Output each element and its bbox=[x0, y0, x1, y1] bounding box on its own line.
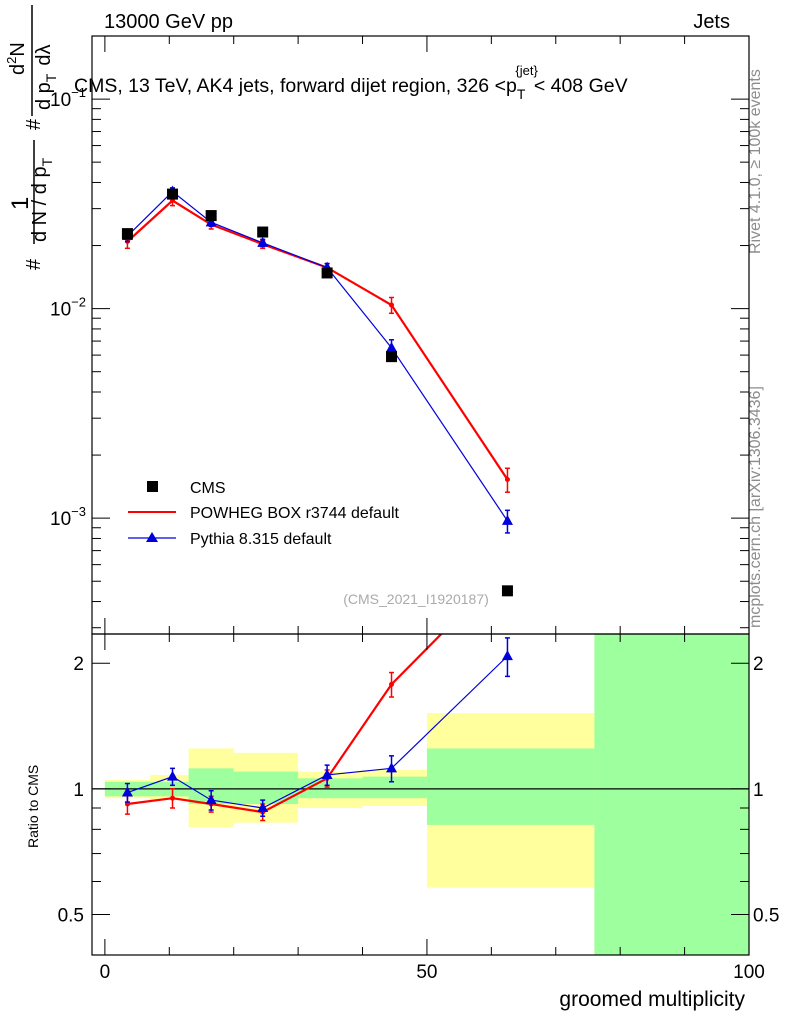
powheg-ratio-point bbox=[389, 681, 395, 687]
legend-cms-label: CMS bbox=[190, 480, 226, 497]
cms-data-point bbox=[205, 210, 217, 222]
ratio-ytick-label-right: 2 bbox=[753, 654, 764, 675]
ratio-ytick-label-right: 0.5 bbox=[753, 906, 779, 927]
main-ylabel: # 1 d N / d pT # d2N d pTdλ bbox=[4, 5, 59, 270]
rivet-label: Rivet 4.1.0, ≥ 100k events bbox=[747, 69, 764, 254]
pythia-point bbox=[501, 514, 513, 525]
x-axis-label: groomed multiplicity bbox=[559, 988, 745, 1011]
legend: CMS POWHEG BOX r3744 default Pythia 8.31… bbox=[128, 480, 400, 548]
pythia-ratio-point bbox=[386, 762, 398, 773]
ylabel-num-den: d pTdλ bbox=[33, 45, 59, 111]
analysis-watermark: (CMS_2021_I1920187) bbox=[343, 591, 489, 607]
pythia-line bbox=[127, 190, 508, 522]
powheg-ratio-point bbox=[170, 795, 176, 801]
ratio-ytick-label-left: 1 bbox=[73, 780, 84, 801]
title-p: p bbox=[506, 75, 517, 97]
axes-frames: 10−1 10−2 10−3 0.5 0.5 1 1 2 2 0 50 100 bbox=[50, 35, 779, 983]
stat-uncertainty-band bbox=[426, 748, 595, 825]
cms-data-point bbox=[386, 351, 398, 363]
title-main: CMS, 13 TeV, AK4 jets, forward dijet reg… bbox=[74, 75, 506, 97]
title-sup: {jet} bbox=[515, 63, 538, 78]
ratio-ytick-label-right: 1 bbox=[753, 780, 764, 801]
powheg-ratio-point bbox=[505, 565, 510, 570]
pythia-point bbox=[386, 341, 398, 352]
pythia-ratio-point bbox=[501, 650, 513, 661]
plot-title: CMS, 13 TeV, AK4 jets, forward dijet reg… bbox=[74, 63, 628, 102]
ratio-ytick-label-left: 2 bbox=[73, 654, 84, 675]
powheg-point bbox=[389, 302, 395, 308]
pythia-ratio-point bbox=[121, 786, 133, 797]
powheg-line bbox=[126, 199, 509, 481]
cms-data-point bbox=[501, 585, 513, 597]
pythia-ratio-point bbox=[257, 801, 269, 812]
legend-pythia-label: Pythia 8.315 default bbox=[190, 531, 332, 548]
stat-uncertainty-band bbox=[298, 778, 363, 799]
ylabel-den: d N / d pT bbox=[29, 157, 55, 242]
legend-cms-marker bbox=[147, 481, 158, 492]
legend-powheg-label: POWHEG BOX r3744 default bbox=[190, 505, 400, 522]
main-ytick-label: 10−1 bbox=[50, 85, 86, 111]
pythia-ratio-point bbox=[321, 768, 333, 779]
pythia-ratio-point bbox=[205, 794, 217, 805]
ylabel-hash: # bbox=[23, 258, 45, 270]
xtick-label: 50 bbox=[416, 962, 437, 983]
main-ytick-label: 10−2 bbox=[50, 295, 86, 321]
ylabel-num: d2N bbox=[4, 42, 29, 75]
main-ytick-label: 10−3 bbox=[50, 504, 86, 530]
ratio-bands bbox=[104, 634, 749, 955]
header-right: Jets bbox=[693, 11, 730, 33]
title-sub: T bbox=[517, 86, 526, 102]
header-left: 13000 GeV pp bbox=[104, 11, 233, 33]
ylabel-num-hash: # bbox=[23, 118, 45, 130]
ratio-ylabel: Ratio to CMS bbox=[25, 765, 41, 848]
pythia-ratio-point bbox=[167, 770, 179, 781]
mcplots-label: mcplots.cern.ch [arXiv:1306.3436] bbox=[747, 386, 764, 628]
cms-data-point bbox=[257, 226, 269, 238]
stat-uncertainty-band bbox=[362, 776, 427, 799]
legend-pythia-marker bbox=[146, 532, 158, 542]
ratio-plot-area bbox=[92, 565, 749, 822]
pythia-point bbox=[205, 216, 217, 227]
xtick-label: 100 bbox=[733, 962, 765, 983]
ratio-frame bbox=[91, 633, 750, 956]
stat-uncertainty-band bbox=[594, 634, 749, 955]
ratio-ytick-label-left: 0.5 bbox=[58, 906, 84, 927]
xtick-label: 0 bbox=[100, 962, 111, 983]
powheg-point bbox=[504, 476, 510, 482]
title-tail: < 408 GeV bbox=[534, 75, 628, 97]
ylabel-one: 1 bbox=[7, 197, 34, 210]
cms-data-point bbox=[321, 267, 333, 279]
pythia-point bbox=[257, 236, 269, 247]
cms-data-point bbox=[121, 228, 133, 240]
cms-data-point bbox=[167, 188, 179, 200]
main-plot-area bbox=[121, 185, 513, 597]
